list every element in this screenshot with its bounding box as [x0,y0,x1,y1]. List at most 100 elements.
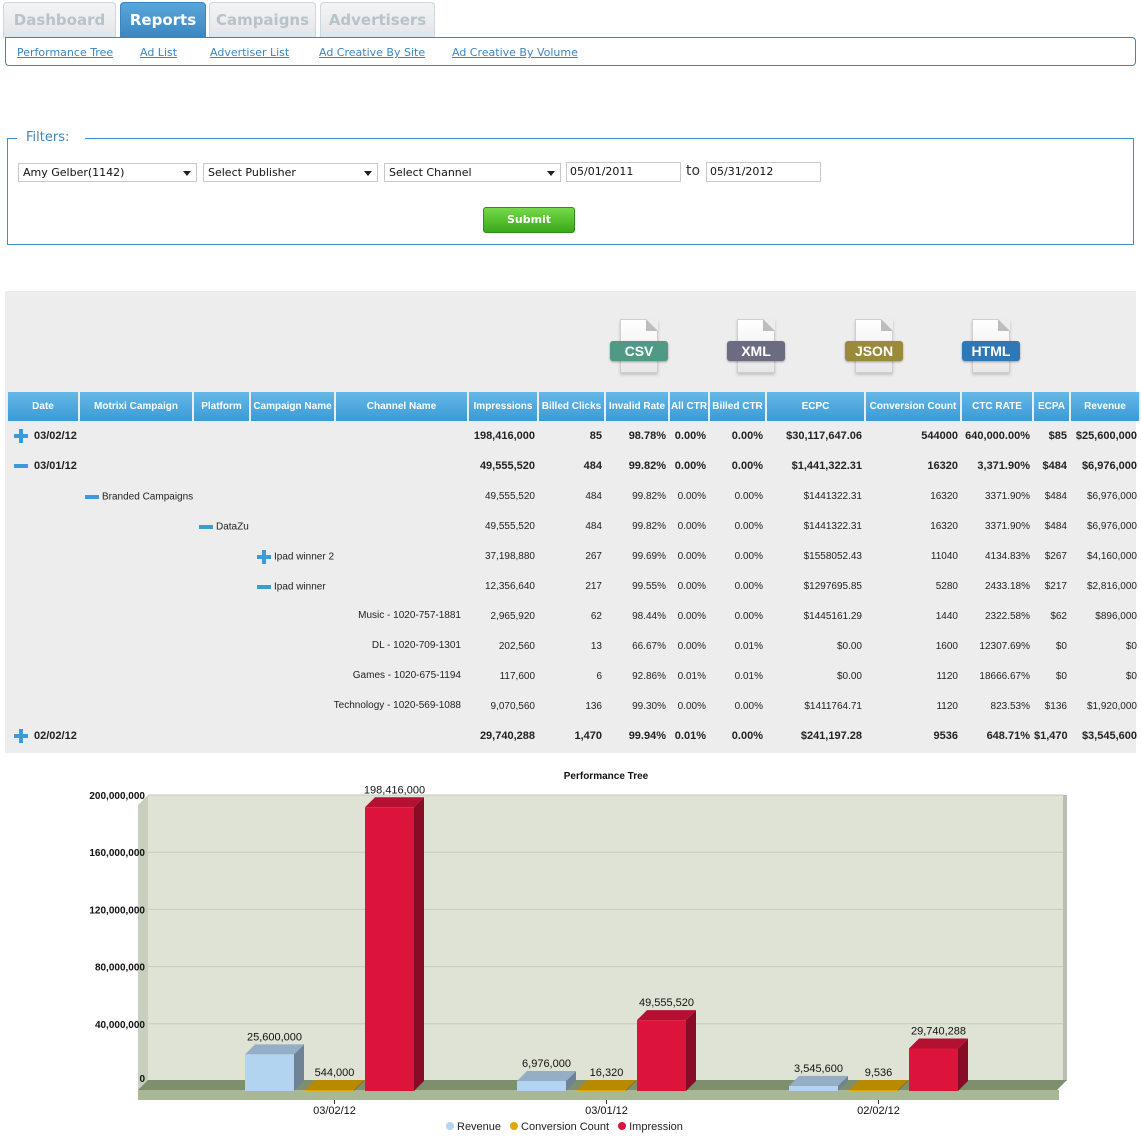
table-cell: 99.30% [606,691,670,721]
export-csv-button[interactable]: CSV [610,319,668,375]
channel-select[interactable]: Select Channel [384,163,561,182]
chart-floor-front [138,1090,1059,1100]
table-cell: 648.71% [962,721,1034,751]
table-cell: $3,545,600 [1071,721,1141,751]
chevron-down-icon [183,171,191,176]
tab-dashboard[interactable]: Dashboard [3,2,116,38]
table-cell: $1445161.29 [767,601,866,631]
table-cell: 823.53% [962,691,1034,721]
column-header[interactable]: Impressions [469,392,539,421]
column-header[interactable]: Motrixi Campaign [80,392,194,421]
tree-node: Ipad winner [257,580,326,594]
column-header[interactable]: All CTR [670,392,710,421]
table-cell: 2,965,920 [469,601,539,631]
table-cell: $62 [1034,601,1071,631]
table-cell [8,481,80,511]
export-json-button[interactable]: JSON [845,319,903,375]
table-cell [8,511,80,541]
table-cell [251,601,336,631]
tab-advertisers[interactable]: Advertisers [320,2,435,38]
submit-button[interactable]: Submit [483,207,575,233]
expand-icon[interactable] [257,550,271,564]
table-cell: $0 [1034,631,1071,661]
legend-label: Revenue [457,1121,501,1133]
bar-top [577,1080,636,1090]
table-cell: 98.44% [606,601,670,631]
date-from-input[interactable]: 05/01/2011 [566,162,681,182]
column-header[interactable]: ECPA [1034,392,1071,421]
table-cell: 2433.18% [962,571,1034,601]
collapse-icon[interactable] [14,459,28,473]
row-date-label: 02/02/12 [34,730,77,742]
column-header[interactable]: Platform [194,392,251,421]
legend-item[interactable]: Conversion Count [510,1121,609,1133]
column-header[interactable]: ECPC [767,392,866,421]
column-header[interactable]: CTC RATE [962,392,1034,421]
table-cell: 99.82% [606,511,670,541]
table-cell [8,691,80,721]
row-date-label: 03/01/12 [34,460,77,472]
collapse-icon[interactable] [85,490,99,504]
tab-reports[interactable]: Reports [120,2,206,38]
export-html-label: HTML [962,341,1020,361]
table-cell: 03/02/12 [8,421,80,451]
data-label: 3,545,600 [794,1063,843,1075]
date-range-to-label: to [686,163,700,179]
bar-top [245,1044,304,1054]
tab-campaigns[interactable]: Campaigns [209,2,316,38]
tree-node-label: DataZu [216,522,249,533]
column-header[interactable]: Conversion Count [866,392,962,421]
subnav-performance-tree[interactable]: Performance Tree [17,46,113,59]
column-header[interactable]: Invalid Rate [606,392,670,421]
table-cell: 0.01% [670,721,710,751]
table-cell: 0.00% [710,691,767,721]
collapse-icon[interactable] [199,520,213,534]
column-header[interactable]: Billed Clicks [539,392,606,421]
table-row: Branded Campaigns 49,555,520 484 99.82% 0.00… [8,481,1141,511]
expand-icon[interactable] [14,429,28,443]
column-header[interactable]: Date [8,392,80,421]
data-label: 198,416,000 [364,784,425,796]
bar [577,1090,626,1091]
export-xml-button[interactable]: XML [727,319,785,375]
legend-item[interactable]: Revenue [446,1121,501,1133]
table-cell [80,661,194,691]
subnav-ad-list[interactable]: Ad List [140,46,177,59]
column-header[interactable]: Billed CTR [710,392,767,421]
column-header[interactable]: Revenue [1071,392,1141,421]
bar [849,1090,898,1091]
table-cell: 37,198,880 [469,541,539,571]
column-header[interactable]: Campaign Name [251,392,336,421]
table-row: DL - 1020-709-1301 202,560 13 66.67% 0.00% 0.… [8,631,1141,661]
filters-panel: Filters: Amy Gelber(1142) Select Publish… [7,138,1134,245]
bar [637,1020,686,1091]
collapse-icon[interactable] [257,580,271,594]
table-cell: $1411764.71 [767,691,866,721]
advertiser-select[interactable]: Amy Gelber(1142) [18,163,197,182]
table-cell: $6,976,000 [1071,511,1141,541]
date-to-input[interactable]: 05/31/2012 [706,162,821,182]
table-cell: 0.00% [670,571,710,601]
expand-icon[interactable] [14,729,28,743]
subnav-ad-creative-by-site[interactable]: Ad Creative By Site [319,46,425,59]
table-cell: 0.00% [710,601,767,631]
column-header[interactable]: Channel Name [336,392,469,421]
publisher-select[interactable]: Select Publisher [203,163,378,182]
x-tick-label: 02/02/12 [857,1105,900,1117]
table-cell: 49,555,520 [469,511,539,541]
table-cell [194,421,251,451]
export-html-button[interactable]: HTML [962,319,1020,375]
table-cell: $1441322.31 [767,481,866,511]
subnav-advertiser-list[interactable]: Advertiser List [210,46,289,59]
tree-node: DL - 1020-709-1301 [372,640,461,651]
table-cell: 0.00% [670,601,710,631]
data-label: 544,000 [315,1067,355,1079]
legend-item[interactable]: Impression [618,1121,683,1133]
table-cell: 49,555,520 [469,451,539,481]
table-row: Ipad winner 2 37,198,880 267 99.69% 0.00% 0.0… [8,541,1141,571]
table-cell: $0.00 [767,631,866,661]
table-cell [80,541,194,571]
table-cell [80,721,194,751]
subnav-ad-creative-by-volume[interactable]: Ad Creative By Volume [452,46,578,59]
row-date-label: 03/02/12 [34,430,77,442]
